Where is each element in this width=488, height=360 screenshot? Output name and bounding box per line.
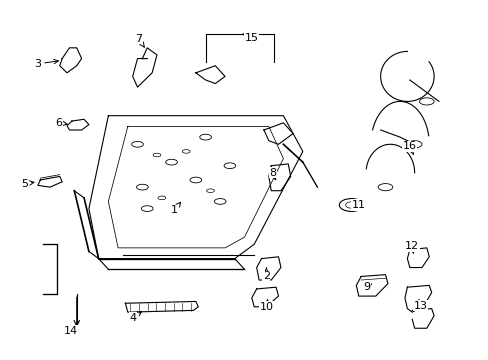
Text: 15: 15 — [243, 33, 258, 43]
Text: 6: 6 — [55, 118, 67, 128]
Text: 1: 1 — [170, 202, 180, 215]
Text: 4: 4 — [129, 311, 142, 323]
Text: 2: 2 — [262, 268, 269, 282]
Text: 12: 12 — [405, 241, 418, 253]
Text: 9: 9 — [363, 282, 370, 292]
Text: 14: 14 — [63, 325, 77, 336]
Text: 5: 5 — [21, 179, 34, 189]
Text: 13: 13 — [413, 300, 427, 311]
Text: 8: 8 — [268, 168, 276, 180]
Text: 3: 3 — [34, 59, 58, 69]
Text: 10: 10 — [259, 300, 273, 312]
Text: 11: 11 — [351, 200, 365, 210]
Text: 7: 7 — [135, 34, 144, 47]
Text: 16: 16 — [402, 141, 416, 154]
